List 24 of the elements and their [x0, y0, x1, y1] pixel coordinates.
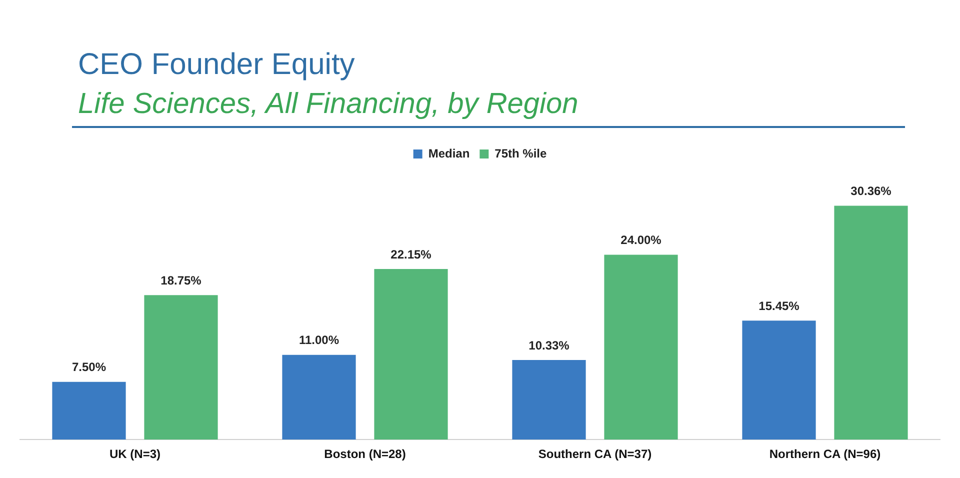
data-label: 18.75% [160, 273, 202, 288]
x-tick-label: Southern CA (N=37) [538, 447, 652, 462]
data-label: 15.45% [758, 298, 800, 313]
bar [834, 206, 908, 440]
data-label: 11.00% [298, 333, 340, 348]
chart-title: CEO Founder Equity [78, 48, 355, 82]
bar [742, 320, 816, 440]
bar [282, 354, 356, 440]
chart-subtitle: Life Sciences, All Financing, by Region [78, 88, 578, 121]
legend-label: Median [428, 146, 470, 160]
bar [52, 382, 126, 440]
x-tick-label: Boston (N=28) [324, 447, 406, 462]
bar [512, 360, 586, 440]
legend-label: 75th %ile [494, 146, 548, 160]
bar [374, 268, 448, 440]
bar [144, 295, 218, 440]
data-label: 10.33% [528, 338, 570, 352]
bar [604, 254, 678, 440]
x-tick-label: Northern CA (N=96) [769, 447, 881, 462]
data-label: 24.00% [620, 233, 662, 248]
data-label: 7.50% [72, 360, 106, 374]
data-label: 30.36% [850, 184, 892, 198]
x-tick-label: UK (N=3) [109, 447, 161, 462]
data-label: 22.15% [390, 247, 432, 262]
